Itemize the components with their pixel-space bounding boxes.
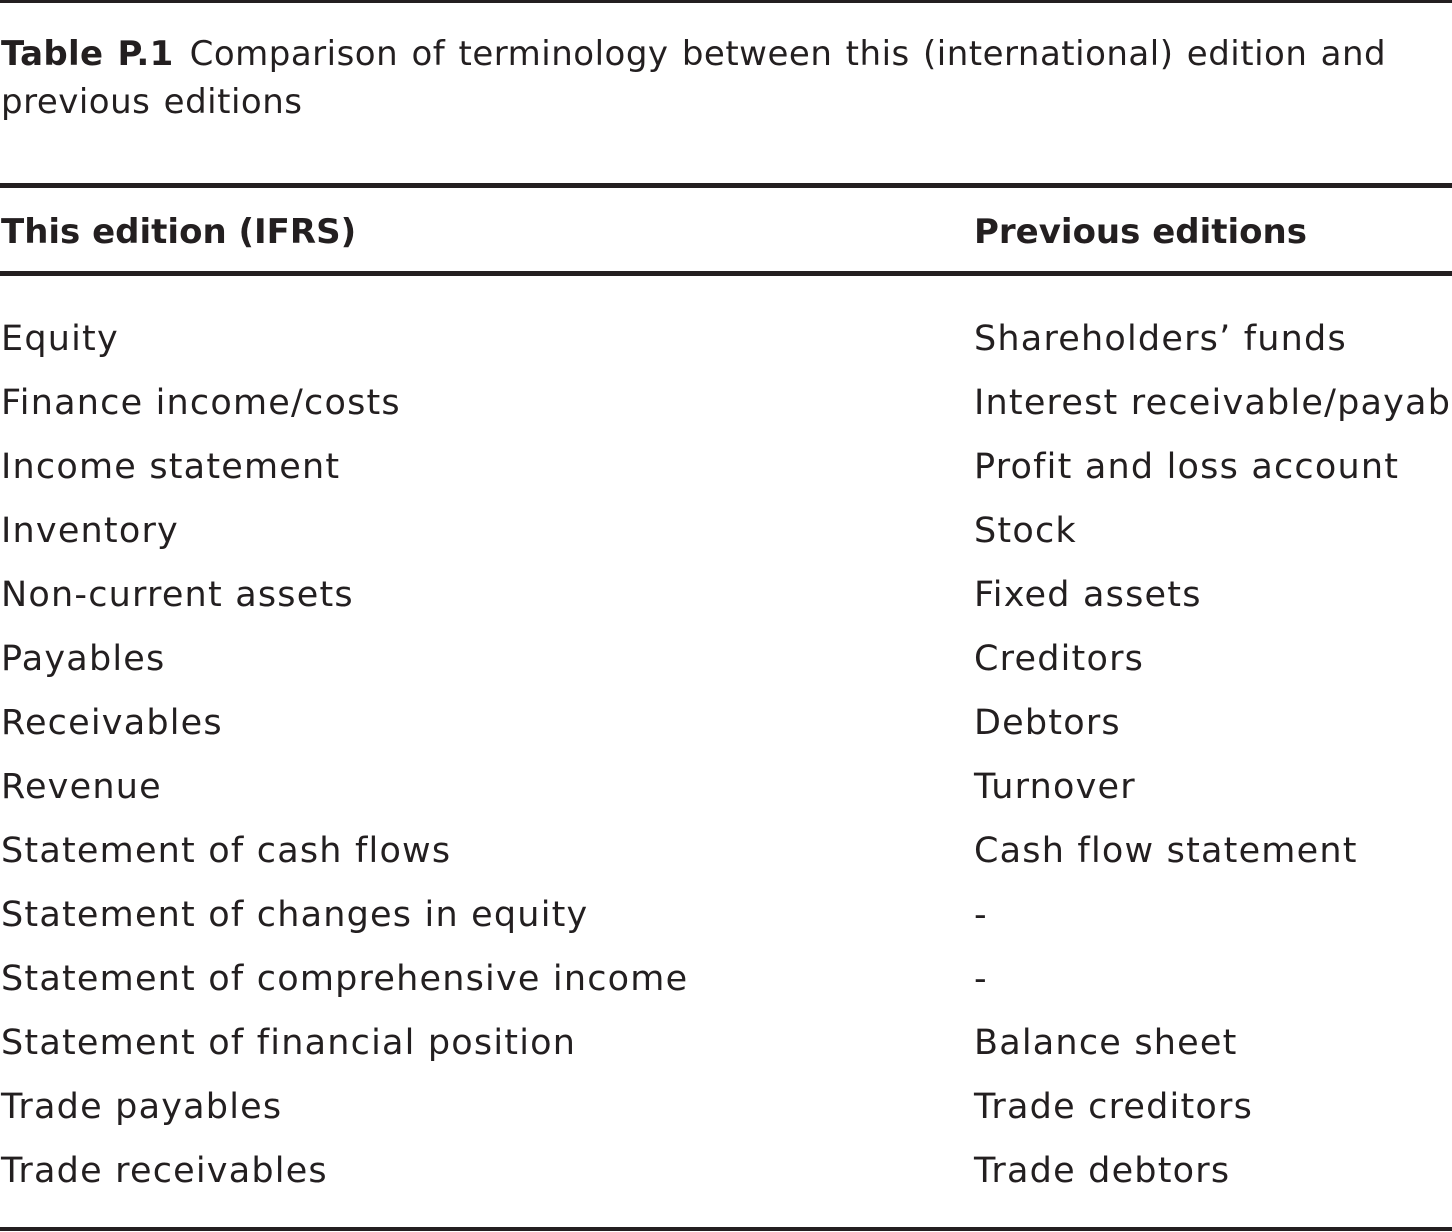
- cell-this-edition: Non-current assets: [1, 575, 354, 615]
- table-row: Receivables Debtors: [0, 699, 1452, 763]
- cell-this-edition: Income statement: [1, 447, 341, 487]
- cell-previous-editions: Profit and loss account: [974, 447, 1400, 487]
- column-header-previous-editions: Previous editions: [974, 212, 1307, 252]
- table-caption-label: Table P.1: [1, 34, 174, 74]
- table-row: Trade receivables Trade debtors: [0, 1147, 1452, 1211]
- table-body: Equity Shareholders’ funds Finance income/…: [0, 315, 1452, 1211]
- table-bottom-rule: [0, 1227, 1452, 1231]
- cell-this-edition: Trade payables: [1, 1087, 283, 1127]
- cell-this-edition: Trade receivables: [1, 1151, 328, 1191]
- table-row: Inventory Stock: [0, 507, 1452, 571]
- cell-previous-editions: Fixed assets: [974, 575, 1202, 615]
- column-header-this-edition: This edition (IFRS): [1, 212, 357, 252]
- table-row: Non-current assets Fixed assets: [0, 571, 1452, 635]
- cell-this-edition: Equity: [1, 319, 119, 359]
- cell-this-edition: Statement of comprehensive income: [1, 959, 689, 999]
- cell-previous-editions: Shareholders’ funds: [974, 319, 1347, 359]
- cell-this-edition: Finance income/costs: [1, 383, 401, 423]
- cell-this-edition: Receivables: [1, 703, 223, 743]
- table-row: Equity Shareholders’ funds: [0, 315, 1452, 379]
- header-bottom-rule: [0, 271, 1452, 276]
- table-top-rule: [0, 0, 1452, 3]
- cell-previous-editions: Cash flow statement: [974, 831, 1358, 871]
- table-caption-text: Comparison of terminology between this (…: [1, 34, 1387, 122]
- cell-this-edition: Revenue: [1, 767, 162, 807]
- cell-previous-editions: Trade debtors: [974, 1151, 1231, 1191]
- cell-previous-editions: Balance sheet: [974, 1023, 1238, 1063]
- table-row: Income statement Profit and loss account: [0, 443, 1452, 507]
- cell-this-edition: Statement of changes in equity: [1, 895, 589, 935]
- table-row: Revenue Turnover: [0, 763, 1452, 827]
- table-row: Statement of changes in equity -: [0, 891, 1452, 955]
- table-row: Statement of financial position Balance s…: [0, 1019, 1452, 1083]
- cell-this-edition: Inventory: [1, 511, 179, 551]
- cell-previous-editions: Stock: [974, 511, 1077, 551]
- cell-previous-editions: -: [974, 959, 988, 999]
- table-row: Finance income/costs Interest receivable/…: [0, 379, 1452, 443]
- cell-previous-editions: -: [974, 895, 988, 935]
- cell-previous-editions: Trade creditors: [974, 1087, 1254, 1127]
- table-row: Payables Creditors: [0, 635, 1452, 699]
- table-row: Statement of comprehensive income -: [0, 955, 1452, 1019]
- cell-this-edition: Statement of financial position: [1, 1023, 577, 1063]
- cell-previous-editions: Interest receivable/payable: [974, 383, 1452, 423]
- table-caption: Table P.1 Comparison of terminology betwe…: [1, 30, 1421, 126]
- cell-this-edition: Statement of cash flows: [1, 831, 452, 871]
- table-row: Statement of cash flows Cash flow stateme…: [0, 827, 1452, 891]
- cell-previous-editions: Debtors: [974, 703, 1121, 743]
- cell-previous-editions: Creditors: [974, 639, 1145, 679]
- cell-previous-editions: Turnover: [974, 767, 1136, 807]
- table-row: Trade payables Trade creditors: [0, 1083, 1452, 1147]
- header-top-rule: [0, 183, 1452, 188]
- cell-this-edition: Payables: [1, 639, 166, 679]
